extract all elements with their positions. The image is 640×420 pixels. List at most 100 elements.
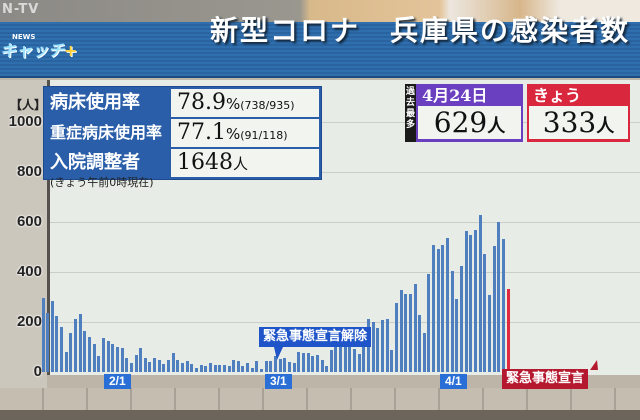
bar: [339, 346, 343, 372]
bar: [41, 298, 45, 372]
gridline: [50, 272, 640, 273]
y-tick-label: 200: [16, 313, 42, 330]
stat-value-box: 77.1%(91/118): [171, 119, 319, 147]
y-axis-area: [0, 80, 47, 390]
y-tick-label: 400: [16, 263, 42, 280]
bar: [348, 330, 352, 372]
y-tick-label: 1000: [8, 113, 42, 130]
x-tick-label: 4/1: [440, 374, 467, 389]
bar: [139, 348, 143, 372]
bar: [83, 331, 87, 372]
bar: [190, 364, 194, 372]
bar: [460, 266, 463, 372]
program-logo-news: NEWS: [12, 33, 36, 41]
bar: [297, 351, 301, 372]
as-of-note: (きょう午前0時現在): [50, 176, 154, 189]
bar: [255, 360, 259, 372]
bar: [301, 353, 305, 372]
bar: [371, 322, 375, 372]
bar: [418, 315, 422, 372]
bar: [362, 328, 366, 372]
record-date: 4月24日: [422, 86, 488, 105]
gridline: [50, 322, 640, 323]
title-bar: [0, 22, 640, 78]
x-tick-label: 2/1: [104, 374, 131, 389]
stat-row-bed-usage: 病床使用率 78.9%(738/935): [46, 89, 319, 117]
bar: [64, 352, 68, 372]
bar: [385, 319, 389, 372]
bar: [171, 352, 175, 372]
bar: [241, 366, 245, 372]
studio-floor-edge: [0, 410, 640, 420]
record-tag: 過去最多: [405, 84, 416, 142]
stat-row-severe-bed-usage: 重症病床使用率 77.1%(91/118): [46, 119, 319, 147]
bar: [269, 360, 273, 372]
y-tick-label: 800: [16, 163, 42, 180]
bar: [446, 238, 450, 372]
record-box: 4月24日 629人: [416, 84, 523, 142]
bar: [148, 362, 152, 372]
bar: [213, 365, 217, 372]
bar: [380, 320, 384, 372]
bar: [311, 356, 315, 372]
gridline: [50, 222, 640, 223]
broadcaster-logo: N-TV: [2, 2, 40, 17]
stats-table: 病床使用率 78.9%(738/935) 重症病床使用率 77.1%(91/11…: [43, 86, 322, 180]
bar: [115, 347, 119, 372]
bar: [464, 231, 468, 372]
bar: [55, 316, 59, 372]
today-unit: 人: [596, 116, 615, 137]
bar: [246, 362, 250, 372]
bar: [390, 350, 394, 372]
bar: [315, 355, 319, 372]
bar: [129, 363, 133, 372]
today-label: きょう: [533, 86, 582, 105]
bar: [436, 249, 440, 372]
today-box: きょう 333人: [527, 84, 630, 142]
bar: [46, 313, 50, 372]
bar: [334, 342, 338, 372]
stat-row-awaiting-admission: 入院調整者 1648人: [46, 149, 319, 177]
bar: [194, 367, 198, 372]
bar: [60, 327, 64, 372]
stat-label: 入院調整者: [50, 152, 140, 173]
bar: [69, 333, 73, 372]
bar: [455, 299, 459, 372]
bar: [497, 222, 501, 372]
bar: [278, 359, 282, 372]
bar: [394, 303, 398, 372]
stat-label: 重症病床使用率: [50, 123, 163, 142]
bar: [236, 361, 240, 372]
bar: [218, 365, 222, 372]
bar: [492, 246, 496, 372]
bar: [97, 356, 101, 372]
bar: [478, 214, 482, 372]
bar: [343, 342, 347, 372]
bar: [134, 354, 138, 372]
bar: [260, 369, 264, 372]
bar: [274, 356, 277, 372]
stat-unit: %: [225, 95, 241, 113]
bar: [329, 350, 333, 372]
background-studio: [0, 0, 640, 22]
bar: [376, 328, 380, 372]
stat-value-box: 78.9%(738/935): [171, 89, 319, 117]
stat-detail: (738/935): [240, 99, 295, 112]
bar: [357, 354, 361, 372]
bar: [111, 343, 115, 372]
bar: [501, 239, 505, 372]
bar: [88, 337, 91, 372]
annotation-pointer: [590, 360, 598, 370]
bar: [325, 365, 329, 372]
y-axis-unit: 【人】: [10, 98, 47, 112]
x-tick-label: 3/1: [265, 374, 292, 389]
bar: [227, 365, 231, 372]
annotation-emergency-lifted: 緊急事態宣言解除: [259, 327, 372, 347]
record-unit: 人: [487, 116, 506, 137]
bar: [232, 360, 236, 372]
page-title: 新型コロナ 兵庫県の感染者数: [209, 14, 630, 47]
bar: [222, 364, 226, 372]
bar: [408, 293, 412, 372]
stat-value: 77.1: [177, 120, 226, 145]
y-tick-label: 0: [33, 363, 42, 380]
